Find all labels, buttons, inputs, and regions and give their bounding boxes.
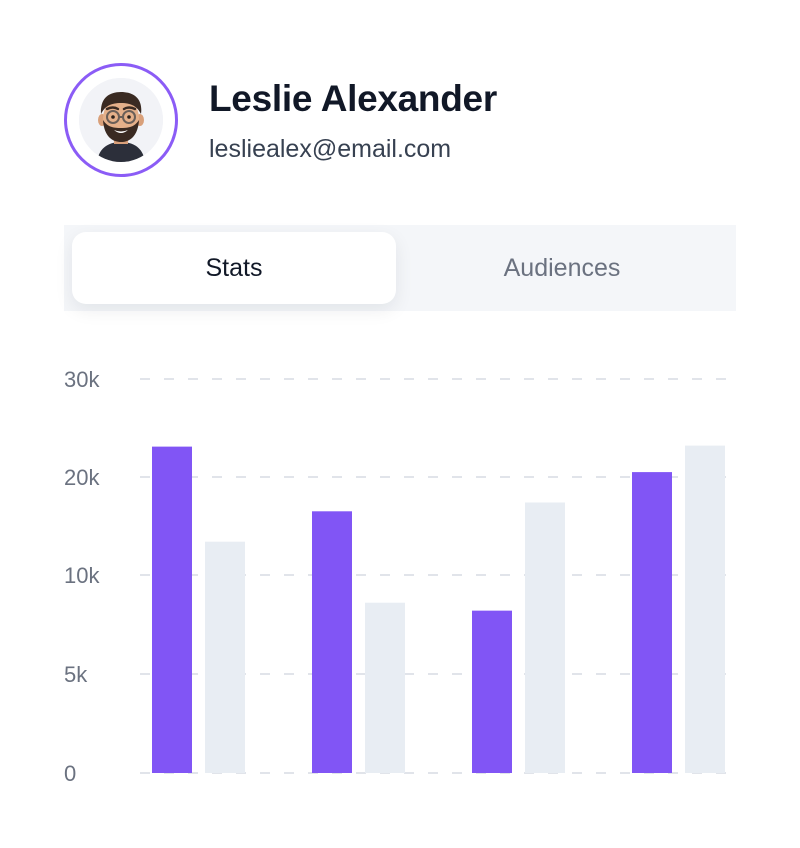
y-tick-label: 10k [64, 563, 100, 588]
avatar[interactable] [79, 78, 163, 162]
y-tick-label: 30k [64, 367, 100, 392]
y-tick-label: 0 [64, 761, 76, 786]
profile-header: Leslie Alexander lesliealex@email.com [64, 63, 744, 178]
bar-series-1-group-2[interactable] [312, 511, 352, 773]
bar-series-1-group-3[interactable] [472, 610, 512, 773]
bar-series-2-group-4[interactable] [685, 445, 725, 773]
bar-series-1-group-1[interactable] [152, 446, 192, 773]
bar-series-2-group-1[interactable] [205, 541, 245, 773]
tab-audiences[interactable]: Audiences [503, 253, 621, 282]
bar-series-2-group-3[interactable] [525, 502, 565, 773]
y-tick-label: 5k [64, 662, 88, 687]
profile-name: Leslie Alexander [209, 78, 497, 119]
bar-series-1-group-4[interactable] [632, 472, 672, 773]
avatar-ring [64, 63, 178, 177]
profile-email: lesliealex@email.com [209, 135, 452, 163]
chart-svg: 0 5k 10k 20k 30k [64, 367, 736, 786]
tab-stats[interactable]: Stats [72, 232, 396, 304]
tab-bar: Stats Audiences [64, 225, 736, 311]
y-tick-label: 20k [64, 465, 100, 490]
bar-series-2-group-2[interactable] [365, 602, 405, 773]
stats-bar-chart: 0 5k 10k 20k 30k [0, 340, 800, 800]
